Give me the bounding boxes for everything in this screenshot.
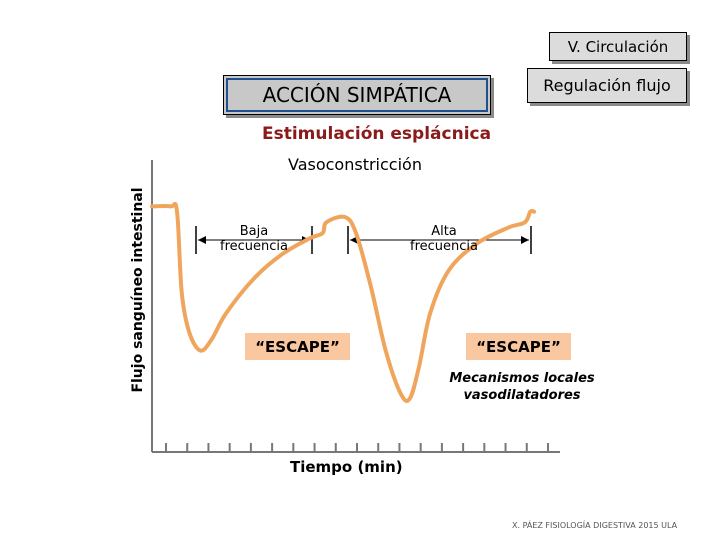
phase-arrows xyxy=(195,226,532,254)
regulation-box: Regulación flujo xyxy=(527,68,687,103)
phase-high-line-1: Alta xyxy=(431,224,457,239)
x-axis-label: Tiempo (min) xyxy=(290,458,403,476)
regulation-title: Regulación flujo xyxy=(543,76,671,95)
response-label: Vasoconstricción xyxy=(288,155,422,174)
phase-low-line-1: Baja xyxy=(239,224,269,239)
phase-high-line-2: frecuencia xyxy=(410,239,478,254)
main-title-box: ACCIÓN SIMPÁTICA xyxy=(223,75,491,115)
phase-high-label: Alta frecuencia xyxy=(408,224,480,254)
escape-text-low: “ESCAPE” xyxy=(255,337,340,356)
flow-curve xyxy=(150,201,537,403)
section-title-box: V. Circulación xyxy=(549,32,687,61)
escape-label-low: “ESCAPE” xyxy=(245,333,350,360)
x-ticks xyxy=(165,443,549,452)
main-title-border xyxy=(226,78,488,112)
escape-text-high: “ESCAPE” xyxy=(476,337,561,356)
main-title: ACCIÓN SIMPÁTICA xyxy=(262,83,452,107)
mechanisms-label: Mecanismos locales vasodilatadores xyxy=(449,371,595,403)
escape-label-high: “ESCAPE” xyxy=(466,333,571,360)
high-frequency-arrow-right-head xyxy=(521,236,529,244)
phase-low-label: Baja frecuencia xyxy=(218,224,290,254)
phase-low-line-2: frecuencia xyxy=(220,239,288,254)
low-frequency-arrow-left-head xyxy=(198,236,206,244)
stimulus-label: Estimulación esplácnica xyxy=(262,124,492,144)
chart-axes xyxy=(151,160,560,453)
section-title: V. Circulación xyxy=(567,37,669,56)
footer-credit: X. PÁEZ FISIOLOGÍA DIGESTIVA 2015 ULA xyxy=(512,521,678,530)
